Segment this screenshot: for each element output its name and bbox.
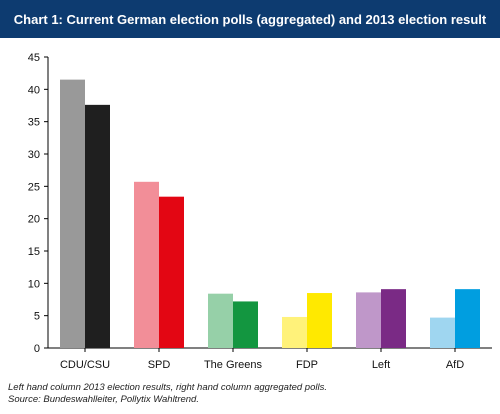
x-tick-label-the-greens: The Greens <box>204 359 263 371</box>
bar-fdp-2013-result <box>282 316 307 348</box>
bar-spd-2013-result <box>134 181 159 348</box>
x-tick-label-cdu-csu: CDU/CSU <box>60 359 110 371</box>
bar-left-2013-result <box>356 292 381 348</box>
x-tick-label-spd: SPD <box>148 359 171 371</box>
notes-line-1: Left hand column 2013 election results, … <box>8 382 327 393</box>
y-tick-label-40: 40 <box>28 84 40 96</box>
bar-cdu-csu-2013-result <box>60 79 85 348</box>
y-tick-label-30: 30 <box>28 149 40 161</box>
bar-afd-2013-result <box>430 317 455 348</box>
y-tick-label-45: 45 <box>28 52 40 64</box>
y-tick-label-35: 35 <box>28 117 40 129</box>
bar-the-greens-2013-result <box>208 293 233 348</box>
bar-left-aggregated-poll <box>381 289 406 348</box>
x-tick-label-afd: AfD <box>446 359 464 371</box>
y-tick-label-20: 20 <box>28 214 40 226</box>
y-tick-label-25: 25 <box>28 181 40 193</box>
bar-afd-aggregated-poll <box>455 289 480 348</box>
bar-cdu-csu-aggregated-poll <box>85 104 110 348</box>
x-tick-label-fdp: FDP <box>296 359 318 371</box>
chart-title: Chart 1: Current German election polls (… <box>13 11 487 27</box>
chart-header: Chart 1: Current German election polls (… <box>0 0 500 38</box>
bar-the-greens-aggregated-poll <box>233 301 258 348</box>
notes-line-2: Source: Bundeswahlleiter, Pollytix Wahlt… <box>8 394 199 405</box>
y-tick-label-5: 5 <box>34 311 40 323</box>
bar-spd-aggregated-poll <box>159 196 184 348</box>
bar-fdp-aggregated-poll <box>307 293 332 348</box>
y-tick-label-0: 0 <box>34 343 40 355</box>
y-tick-label-15: 15 <box>28 246 40 258</box>
x-tick-label-left: Left <box>372 359 390 371</box>
y-tick-label-10: 10 <box>28 278 40 290</box>
bar-chart: 0 5 10 15 20 25 30 35 40 45 CDU/CSU SPD The Greens FD… <box>28 52 492 371</box>
chart-notes: Left hand column 2013 election results, … <box>8 382 488 406</box>
